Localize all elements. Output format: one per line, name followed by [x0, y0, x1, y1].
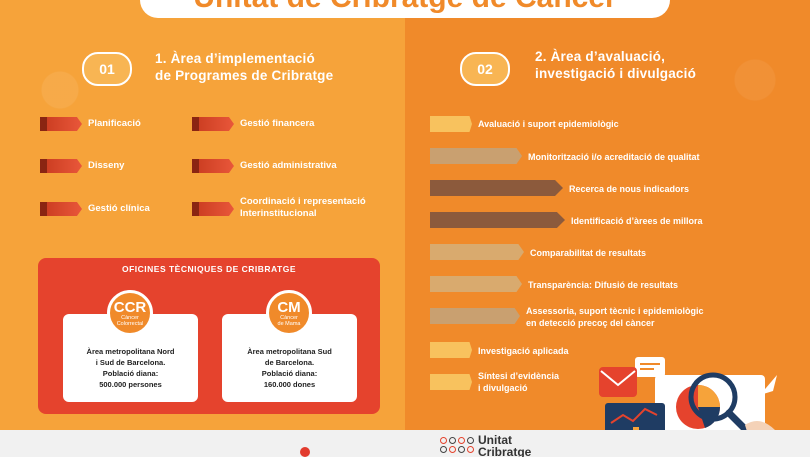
- item-bar: [430, 308, 520, 324]
- item-line: Interinstitucional: [240, 208, 317, 219]
- section-title-line: de Programes de Cribratge: [155, 68, 334, 83]
- office-full-line: Càncer: [121, 314, 139, 321]
- office-full-name: Càncer de Mama: [278, 315, 301, 327]
- office-full-line: de Mama: [277, 320, 301, 327]
- item-applied-research: Investigació aplicada: [478, 346, 569, 356]
- footer-logo-mark-icon: [300, 447, 310, 457]
- item-transparency: Transparència: Difusió de resultats: [528, 280, 679, 290]
- chevron-icon: [192, 202, 234, 216]
- item-bar: [430, 244, 524, 260]
- item-line: Coordinació i representació: [240, 196, 366, 207]
- chevron-icon: [192, 117, 234, 131]
- item-financial: Gestió financera: [240, 118, 315, 129]
- office-description-cm: Àrea metropolitana Sud de Barcelona. Pob…: [222, 346, 357, 390]
- chevron-icon: [40, 159, 82, 173]
- item-bar: [430, 180, 563, 196]
- office-circle-cm: CM Càncer de Mama: [266, 290, 312, 336]
- chevron-icon: [192, 159, 234, 173]
- item-clinical: Gestió clínica: [88, 203, 150, 214]
- logo-line: Unitat: [478, 433, 512, 447]
- chevron-icon: [40, 117, 82, 131]
- item-bar: [430, 212, 565, 228]
- item-bar: [430, 374, 472, 390]
- item-improvement: Identificació d’àrees de millora: [571, 216, 703, 226]
- page-title: Unitat de Cribratge de Càncer: [193, 0, 616, 15]
- section-title-line: 2. Àrea d’avaluació,: [535, 49, 666, 64]
- office-line: Àrea metropolitana Nord: [86, 347, 175, 356]
- magnifier-icon: [688, 372, 738, 422]
- unitat-cribratge-logo: Unitat Cribratge: [440, 434, 531, 457]
- section-number-badge: 02: [460, 52, 510, 86]
- item-advisory: Assessoria, suport tècnic i epidemiològi…: [526, 305, 704, 329]
- item-bar: [430, 342, 472, 358]
- mail-icon: [599, 367, 637, 397]
- section-title-implementation: 1. Àrea d’implementació de Programes de …: [155, 50, 333, 84]
- office-line: i Sud de Barcelona.: [95, 358, 166, 367]
- item-evidence-synthesis: Síntesi d’evidència i divulgació: [478, 370, 559, 394]
- logo-text: Unitat Cribratge: [478, 434, 531, 457]
- office-abbr: CM: [277, 298, 301, 316]
- item-research: Recerca de nous indicadors: [569, 184, 690, 194]
- item-administrative: Gestió administrativa: [240, 160, 337, 171]
- office-abbr: CCR: [113, 298, 147, 316]
- item-design: Disseny: [88, 160, 125, 171]
- logo-line: Cribratge: [478, 445, 532, 457]
- title-banner: Unitat de Cribratge de Càncer: [140, 0, 670, 18]
- section-title-line: 1. Àrea d’implementació: [155, 51, 315, 66]
- item-line: i divulgació: [478, 383, 528, 393]
- item-bar: [430, 116, 472, 132]
- offices-title: OFICINES TÈCNIQUES DE CRIBRATGE: [121, 264, 297, 274]
- office-line: Població diana:: [102, 369, 159, 378]
- item-line: en detecció precoç del càncer: [526, 318, 655, 328]
- office-line: Població diana:: [261, 369, 318, 378]
- office-line: 160.000 dones: [263, 380, 316, 389]
- item-planning: Planificació: [88, 118, 141, 129]
- item-comparability: Comparabilitat de resultats: [530, 248, 647, 258]
- office-description-ccr: Àrea metropolitana Nord i Sud de Barcelo…: [63, 346, 198, 390]
- office-line: Àrea metropolitana Sud: [247, 347, 332, 356]
- item-line: Assessoria, suport tècnic i epidemiològi…: [526, 306, 704, 316]
- office-line: de Barcelona.: [264, 358, 315, 367]
- item-bar: [430, 148, 522, 164]
- footer: [0, 430, 810, 457]
- office-full-line: Càncer: [280, 314, 298, 321]
- office-full-line: Colorrectal: [116, 320, 144, 327]
- item-coordination: Coordinació i representació Interinstitu…: [240, 196, 366, 220]
- item-line: Síntesi d’evidència: [478, 371, 560, 381]
- section-title-evaluation: 2. Àrea d’avaluació, investigació i divu…: [535, 48, 696, 82]
- section-number-badge: 01: [82, 52, 132, 86]
- item-epidemiological: Avaluació i suport epidemiològic: [478, 119, 619, 129]
- logo-dots-icon: [440, 437, 474, 453]
- office-full-name: Càncer Colorrectal: [117, 315, 144, 327]
- chevron-icon: [40, 202, 82, 216]
- item-monitoring: Monitorització i/o acreditació de qualit…: [528, 152, 700, 162]
- section-title-line: investigació i divulgació: [535, 66, 697, 81]
- office-circle-ccr: CCR Càncer Colorrectal: [107, 290, 153, 336]
- chat-bubble-icon: [635, 357, 665, 377]
- paper-plane-icon: [760, 375, 777, 395]
- item-bar: [430, 276, 522, 292]
- office-line: 500.000 persones: [99, 380, 162, 389]
